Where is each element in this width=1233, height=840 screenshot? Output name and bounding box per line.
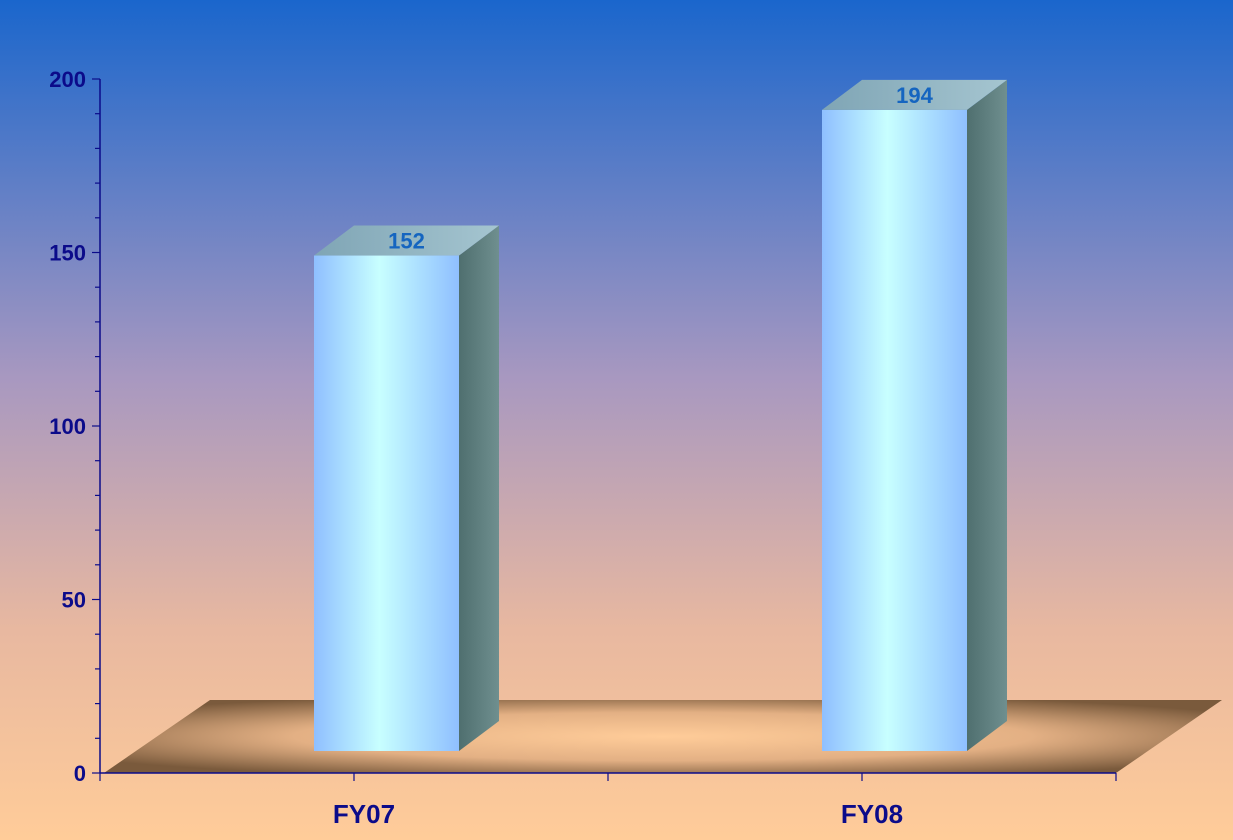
bar-data-label: 152	[388, 229, 425, 254]
y-tick-label: 0	[74, 761, 86, 786]
y-tick-label: 50	[62, 588, 86, 613]
y-tick-label: 150	[49, 241, 86, 266]
bar-front	[822, 109, 967, 751]
bar-data-label: 194	[896, 83, 933, 108]
y-axis: 0 50 100 150 200	[49, 67, 101, 786]
bar: 194	[822, 79, 1007, 751]
y-tick-label: 200	[49, 67, 86, 92]
bar-front	[314, 255, 459, 751]
bars: 152 194	[314, 79, 1007, 751]
x-category-label: FY07	[333, 799, 395, 829]
bar: 152	[314, 225, 499, 751]
bar-side	[967, 79, 1007, 751]
x-category-label: FY08	[841, 799, 903, 829]
bar-top	[822, 79, 1007, 110]
y-tick-label: 100	[49, 414, 86, 439]
bar-side	[459, 225, 499, 751]
bar-top	[314, 225, 499, 256]
chart-floor	[104, 700, 1222, 773]
x-axis: FY07 FY08	[99, 772, 1117, 829]
